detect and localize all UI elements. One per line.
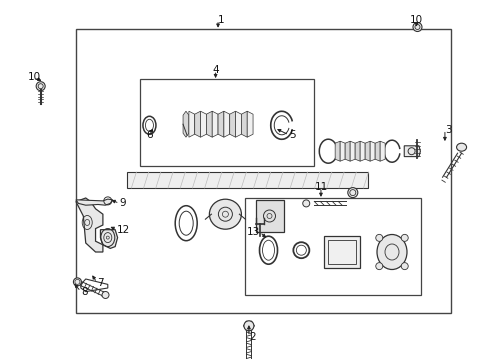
Polygon shape [370, 141, 375, 161]
Polygon shape [380, 141, 385, 161]
Polygon shape [76, 198, 103, 252]
Text: 6: 6 [146, 130, 153, 140]
Polygon shape [127, 172, 368, 188]
Text: 2: 2 [249, 332, 256, 342]
Polygon shape [195, 111, 200, 137]
Text: 9: 9 [120, 198, 126, 208]
Ellipse shape [74, 278, 81, 286]
Text: 11: 11 [314, 182, 328, 192]
Ellipse shape [244, 321, 254, 331]
Polygon shape [100, 230, 118, 248]
Ellipse shape [102, 292, 109, 298]
Text: 12: 12 [117, 225, 130, 235]
Ellipse shape [376, 263, 383, 270]
Polygon shape [189, 111, 195, 137]
Text: 4: 4 [212, 65, 219, 75]
Ellipse shape [209, 199, 242, 229]
Polygon shape [230, 111, 236, 137]
Polygon shape [375, 141, 380, 161]
Text: 7: 7 [97, 278, 104, 288]
Ellipse shape [401, 263, 408, 270]
Polygon shape [340, 141, 345, 161]
Ellipse shape [401, 234, 408, 241]
Text: 10: 10 [410, 15, 423, 25]
Ellipse shape [377, 234, 407, 270]
Polygon shape [350, 141, 355, 161]
Polygon shape [218, 111, 224, 137]
Text: 1: 1 [218, 15, 225, 25]
Polygon shape [355, 141, 360, 161]
Polygon shape [242, 111, 247, 137]
Polygon shape [236, 111, 242, 137]
Polygon shape [200, 111, 206, 137]
Polygon shape [224, 111, 230, 137]
Polygon shape [255, 200, 284, 232]
Text: 8: 8 [81, 287, 88, 297]
Text: 3: 3 [445, 125, 452, 135]
Ellipse shape [457, 143, 466, 151]
Polygon shape [247, 111, 253, 137]
Polygon shape [335, 141, 340, 161]
Text: 5: 5 [289, 130, 296, 140]
Polygon shape [183, 111, 189, 137]
Text: 13: 13 [246, 227, 260, 237]
Polygon shape [324, 236, 360, 268]
Polygon shape [365, 141, 370, 161]
Polygon shape [76, 199, 113, 205]
Ellipse shape [36, 82, 45, 91]
Polygon shape [345, 141, 350, 161]
Polygon shape [206, 111, 212, 137]
Ellipse shape [376, 234, 383, 241]
Ellipse shape [413, 22, 422, 31]
Bar [76, 29, 451, 313]
Polygon shape [404, 146, 420, 157]
Bar [140, 79, 314, 166]
Polygon shape [212, 111, 218, 137]
Ellipse shape [303, 200, 310, 207]
Text: 10: 10 [28, 72, 41, 82]
Ellipse shape [348, 188, 358, 198]
Polygon shape [360, 141, 365, 161]
Bar [245, 198, 421, 295]
